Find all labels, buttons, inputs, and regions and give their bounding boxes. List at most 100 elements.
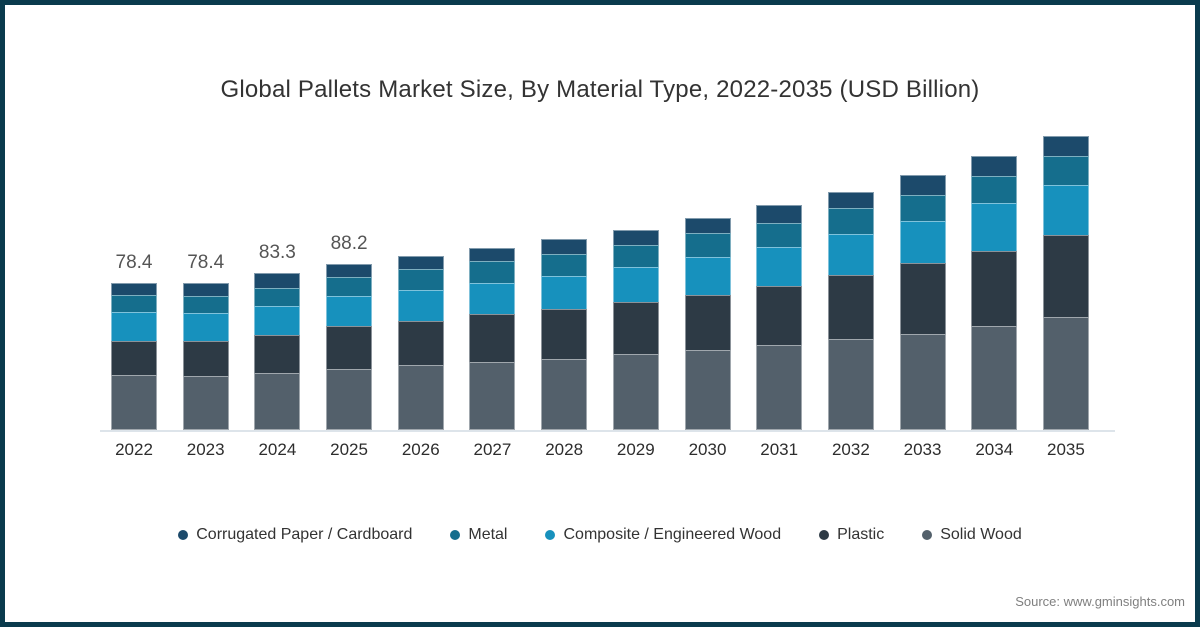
- x-axis-tick-label: 2024: [258, 440, 297, 459]
- bar-column: 88.2 2025: [326, 125, 373, 459]
- bar-segment-plastic: [111, 341, 157, 377]
- bar-segment-solid-wood: [899, 333, 946, 430]
- bar-column: 2034: [971, 125, 1018, 459]
- bar-segment-solid-wood: [827, 339, 874, 430]
- bar-column: 2026: [397, 125, 444, 459]
- bar-segment-metal: [469, 261, 516, 285]
- x-axis-tick-label: 2023: [186, 440, 225, 459]
- legend-dot-icon: [819, 530, 830, 540]
- x-axis-tick-label: 2022: [115, 440, 153, 459]
- legend-item-corrugated-paper-cardboard: Corrugated Paper / Cardboard: [178, 526, 412, 544]
- bar-segment-composite-engineered-wood: [756, 246, 803, 288]
- legend-dot-icon: [545, 530, 556, 540]
- source-attribution: Source: www.gminsights.com: [1015, 594, 1185, 609]
- bar-segment-plastic: [971, 250, 1018, 327]
- bar-segment-solid-wood: [971, 325, 1018, 430]
- bar-segment-solid-wood: [684, 350, 731, 430]
- bar-segment-plastic: [899, 263, 946, 335]
- bar-segment-plastic: [182, 340, 229, 377]
- bar-segment-corrugated-paper-cardboard: [541, 239, 588, 255]
- bar-total-label: 78.4: [187, 251, 225, 273]
- chart-legend: Corrugated Paper / Cardboard Metal Composi…: [5, 526, 1195, 544]
- bar-segment-composite-engineered-wood: [684, 257, 731, 296]
- bar-column: 2027: [469, 125, 516, 459]
- bar-segment-solid-wood: [397, 365, 444, 430]
- x-axis-tick-label: 2034: [975, 440, 1014, 459]
- legend-dot-icon: [922, 530, 933, 540]
- bar-segment-corrugated-paper-cardboard: [612, 229, 659, 246]
- bar-segment-corrugated-paper-cardboard: [684, 217, 731, 235]
- bar-segment-corrugated-paper-cardboard: [254, 273, 301, 290]
- bar-segment-composite-engineered-wood: [254, 305, 301, 336]
- bar-segment-corrugated-paper-cardboard: [182, 282, 229, 298]
- x-axis-tick-label: 2026: [401, 440, 440, 459]
- legend-item-composite-engineered-wood: Composite / Engineered Wood: [545, 526, 781, 544]
- bar-segment-solid-wood: [182, 375, 229, 430]
- bar-segment-plastic: [684, 294, 731, 352]
- bar-total-label: 83.3: [258, 242, 296, 264]
- bar-segment-plastic: [326, 326, 373, 371]
- bar-segment-metal: [111, 295, 157, 314]
- bar-segment-composite-engineered-wood: [612, 267, 659, 304]
- plot-area: 78.4 2022 78.4 2023 83.3 2024 88.2 2025 2026 2027…: [100, 125, 1115, 459]
- bar-segment-plastic: [612, 302, 659, 355]
- legend-item-label: Solid Wood: [940, 526, 1022, 543]
- bar-segment-composite-engineered-wood: [182, 312, 229, 342]
- bar-segment-metal: [684, 233, 731, 259]
- bar-segment-composite-engineered-wood: [899, 221, 946, 265]
- chart-title: Global Pallets Market Size, By Material …: [220, 76, 980, 103]
- legend-dot-icon: [178, 530, 189, 540]
- bar-segment-solid-wood: [469, 361, 516, 430]
- bar-segment-corrugated-paper-cardboard: [827, 191, 874, 209]
- bar-segment-plastic: [827, 274, 874, 341]
- bar-segment-corrugated-paper-cardboard: [756, 205, 803, 225]
- bar-segment-plastic: [469, 314, 516, 363]
- bar-segment-metal: [541, 253, 588, 277]
- bar-segment-corrugated-paper-cardboard: [397, 255, 444, 271]
- bar-segment-plastic: [397, 321, 444, 367]
- x-axis-tick-label: 2035: [1047, 440, 1085, 459]
- bar-segment-metal: [397, 269, 444, 292]
- bar-segment-composite-engineered-wood: [827, 233, 874, 276]
- x-axis-tick-label: 2033: [903, 440, 942, 459]
- bar-segment-metal: [254, 288, 301, 307]
- bar-segment-corrugated-paper-cardboard: [899, 175, 946, 197]
- bar-segment-composite-engineered-wood: [541, 275, 588, 310]
- x-axis-tick-label: 2032: [831, 440, 870, 459]
- bar-segment-metal: [182, 296, 229, 314]
- bar-segment-plastic: [541, 308, 588, 360]
- x-axis-tick-label: 2030: [688, 440, 727, 459]
- bar-segment-corrugated-paper-cardboard: [469, 247, 516, 263]
- x-axis-tick-label: 2031: [760, 440, 799, 459]
- bar-segment-corrugated-paper-cardboard: [326, 263, 373, 279]
- legend-item-solid-wood: Solid Wood: [922, 526, 1022, 544]
- bar-segment-composite-engineered-wood: [326, 296, 373, 328]
- bar-segment-solid-wood: [326, 369, 373, 430]
- bar-segment-solid-wood: [1042, 317, 1089, 430]
- bar-segment-composite-engineered-wood: [469, 283, 516, 316]
- bar-column: 2035: [1042, 125, 1089, 459]
- bar-segment-solid-wood: [541, 358, 588, 430]
- bar-column: 2031: [756, 125, 803, 459]
- bar-segment-solid-wood: [612, 353, 659, 430]
- bars-container: 78.4 2022 78.4 2023 83.3 2024 88.2 2025 2026 2027…: [111, 125, 1089, 459]
- bar-total-label: 78.4: [115, 251, 153, 273]
- bar-segment-corrugated-paper-cardboard: [1042, 135, 1089, 158]
- x-axis-tick-label: 2027: [473, 440, 512, 459]
- bar-segment-corrugated-paper-cardboard: [971, 156, 1018, 178]
- bar-column: 78.4 2023: [182, 125, 229, 459]
- bar-column: 2030: [684, 125, 731, 459]
- legend-item-metal: Metal: [450, 526, 507, 544]
- bar-column: 2033: [899, 125, 946, 459]
- bar-segment-solid-wood: [756, 345, 803, 430]
- bar-column: 2028: [541, 125, 588, 459]
- bar-segment-corrugated-paper-cardboard: [111, 282, 157, 297]
- bar-segment-plastic: [1042, 234, 1089, 319]
- legend-dot-icon: [450, 530, 461, 540]
- bar-segment-metal: [1042, 156, 1089, 187]
- bar-segment-composite-engineered-wood: [111, 312, 157, 343]
- bar-segment-solid-wood: [254, 372, 301, 430]
- x-axis-tick-label: 2029: [616, 440, 655, 459]
- legend-item-label: Metal: [468, 526, 508, 543]
